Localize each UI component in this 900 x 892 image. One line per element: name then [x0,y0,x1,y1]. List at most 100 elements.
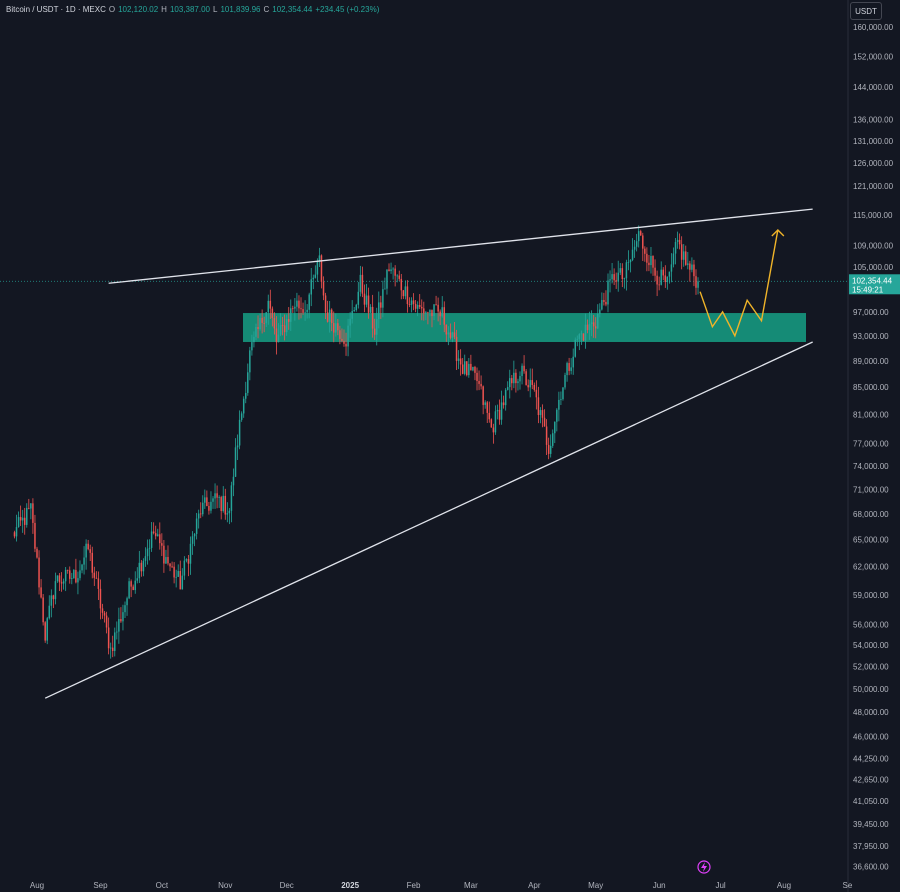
candle-body [543,417,546,427]
x-tick-label: 2025 [341,881,359,890]
candle-body [605,301,607,305]
candle-body [97,578,100,589]
candle-body [150,531,153,548]
quote-currency-button[interactable]: USDT [850,2,882,20]
candle-body [68,570,71,579]
candle-body [443,307,446,325]
candle-body [523,365,525,372]
y-tick-label: 93,000.00 [853,332,889,341]
candle-body [195,518,198,534]
y-tick-label: 65,000.00 [853,536,889,545]
candle-body [404,286,407,297]
candle-body [386,269,388,289]
candle-body [60,582,63,584]
candle-body [228,510,231,514]
candle-body [234,447,237,477]
candle-body [433,304,435,317]
candle-body [204,497,206,503]
x-tick-label: Jul [715,881,725,890]
candle-body [56,575,59,582]
candle-body [427,312,429,314]
high-label: H [161,5,167,14]
candle-body [95,577,98,579]
x-tick-label: Oct [156,881,169,890]
candle-body [351,311,353,319]
candle-body [539,410,542,415]
y-tick-label: 44,250.00 [853,755,889,764]
candle-body [23,517,26,525]
symbol-title[interactable]: Bitcoin / USDT · 1D · MEXC [6,5,106,14]
x-tick-label: Apr [528,881,541,890]
candle-body [474,366,476,373]
candle-body [625,262,628,279]
y-tick-label: 41,050.00 [853,797,889,806]
candles [13,225,699,659]
candle-body [226,513,229,515]
candle-body [120,619,122,622]
candle-body [533,384,536,390]
x-tick-label: Nov [218,881,232,890]
candle-body [466,361,468,376]
candle-body [511,378,513,384]
candle-body [136,578,139,581]
candle-body [601,300,603,310]
x-tick-label: Aug [777,881,791,890]
candle-body [410,300,413,305]
candle-body [290,308,292,322]
candle-body [185,559,188,561]
y-tick-label: 85,000.00 [853,383,889,392]
candle-body [249,350,251,373]
candle-body [337,323,339,331]
candle-body [330,309,333,324]
candle-body [148,547,151,549]
candle-body [279,325,282,335]
candle-body [459,358,462,365]
candle-body [242,398,245,414]
candle-body [255,326,257,337]
candle-body [363,293,366,305]
candle-body [513,372,515,384]
candle-body [253,336,255,343]
candle-body [361,274,364,294]
candle-body [639,231,642,236]
x-tick-label: Se [843,881,853,890]
candle-body [316,261,319,275]
candle-body [425,312,427,314]
candle-body [261,317,263,323]
y-tick-label: 42,650.00 [853,775,889,784]
candle-body [355,304,358,311]
candle-body [629,259,632,263]
candle-body [114,632,116,652]
candle-body [13,532,16,537]
candle-body [173,566,175,578]
candle-body [298,300,300,309]
candle-body [457,358,460,361]
candle-body [564,375,566,388]
symbol-legend: Bitcoin / USDT · 1D · MEXC O 102,120.02 H… [6,5,379,14]
candle-body [34,522,36,549]
y-tick-label: 59,000.00 [853,591,889,600]
candle-body [691,264,693,270]
y-tick-label: 39,450.00 [853,820,889,829]
candle-body [621,268,624,280]
candle-body [488,412,491,420]
candle-body [390,269,392,272]
price-badge-value: 102,354.44 [852,276,893,285]
candle-body [165,557,167,564]
y-tick-label: 52,000.00 [853,663,889,672]
candle-body [521,365,523,377]
candle-body [353,310,355,312]
x-tick-label: Jun [653,881,666,890]
candle-body [599,309,601,314]
candle-body [414,303,417,309]
y-tick-label: 136,000.00 [853,116,894,125]
candle-body [128,581,130,599]
candle-body [179,571,182,590]
candle-body [267,300,270,313]
candle-body [678,239,681,245]
candle-body [384,288,386,290]
candle-body [506,387,509,390]
candle-body [527,385,529,388]
candle-body [664,275,667,283]
